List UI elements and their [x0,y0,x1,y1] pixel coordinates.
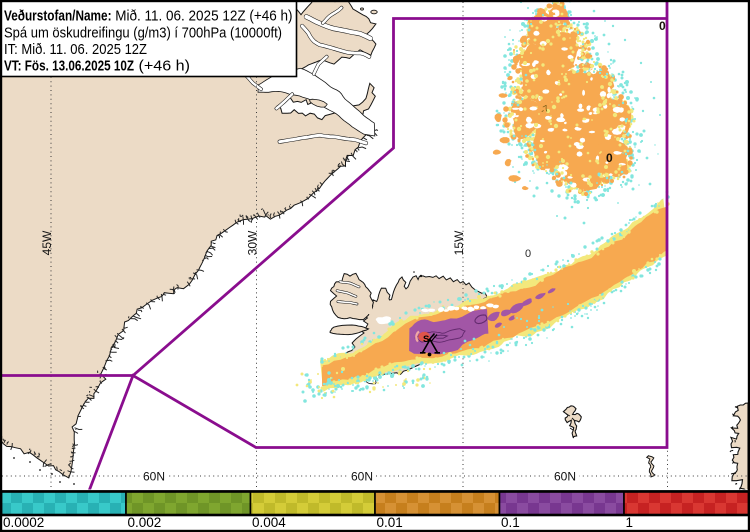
svg-text:45W: 45W [40,230,54,255]
svg-text:0.01: 0.01 [377,515,403,530]
svg-text:0.004: 0.004 [252,515,286,530]
svg-text:-7: -7 [539,103,551,116]
svg-text:60N: 60N [554,470,576,484]
svg-text:0.002: 0.002 [128,515,162,530]
svg-text:0: 0 [606,151,613,165]
svg-text:0.1: 0.1 [501,515,520,530]
svg-text:30W: 30W [246,230,260,255]
svg-text:VT: Fös. 13.06.2025 10Z (+46 h: VT: Fös. 13.06.2025 10Z (+46 h) [4,58,190,75]
svg-text:0: 0 [659,19,666,33]
svg-text:60N: 60N [351,470,373,484]
svg-text:IT: Mið. 11. 06. 2025 12Z: IT: Mið. 11. 06. 2025 12Z [4,41,147,58]
svg-text:1: 1 [626,515,634,530]
svg-text:60N: 60N [143,470,165,484]
svg-text:0: 0 [525,248,531,260]
svg-text:0.0002: 0.0002 [3,515,44,530]
svg-text:15W: 15W [452,230,466,255]
svg-text:S: S [423,334,429,345]
svg-text:Spá um öskudreifingu (g/m3) í: Spá um öskudreifingu (g/m3) í 700hPa (10… [4,25,282,42]
svg-text:Veðurstofan/Name: Mið. 11. 06.: Veðurstofan/Name: Mið. 11. 06. 2025 12Z … [4,8,293,25]
